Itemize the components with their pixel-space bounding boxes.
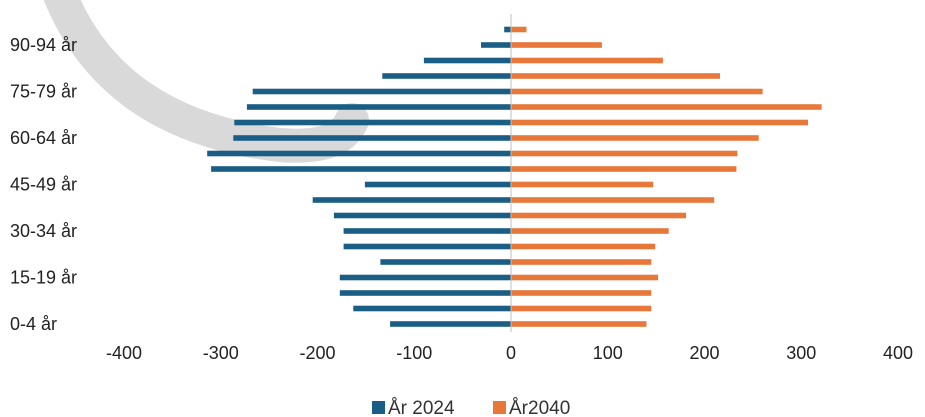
x-tick-label: 200	[689, 343, 719, 363]
legend-swatch	[372, 401, 385, 414]
bar-series1-15-19-r	[339, 274, 511, 281]
bar-series2-20-24-r	[511, 259, 652, 265]
x-tick-label: 100	[593, 343, 623, 363]
y-tick-label: 15-19 år	[10, 268, 77, 288]
y-tick-label: 90-94 år	[10, 35, 77, 55]
bar-series2-70-74-r	[511, 104, 822, 110]
bar-series1-90-94-r	[481, 42, 511, 48]
bar-series2-5-9-r	[511, 305, 652, 312]
bar-series2-30-34-r	[511, 228, 669, 234]
bar-series2-45-49-r	[511, 181, 654, 188]
y-tick-label: 0-4 år	[10, 314, 57, 334]
x-tick-label: -100	[396, 343, 432, 363]
x-tick-label: 300	[786, 343, 816, 363]
bar-series2-95+-r	[511, 26, 527, 33]
bar-series2-55-59-r	[511, 150, 738, 157]
bar-series1-10-14-r	[339, 290, 511, 296]
legend-swatch	[493, 401, 506, 414]
x-tick-label: -300	[203, 343, 239, 363]
y-tick-label: 30-34 år	[10, 221, 77, 241]
bar-series1-40-44-r	[312, 197, 511, 203]
bar-series1-60-64-r	[233, 135, 512, 141]
x-axis-labels: -400 -300 -200 -100 0 100 200 300 400	[106, 343, 913, 363]
bar-series1-95+-r	[504, 26, 511, 33]
bar-series1-0-4-r	[390, 321, 511, 327]
bar-series2-80-84-r	[511, 73, 720, 79]
legend: År 2024 År2040	[372, 398, 570, 417]
y-tick-label: 60-64 år	[10, 128, 77, 148]
legend-label: År2040	[509, 398, 570, 417]
bar-series1-65-69-r	[234, 119, 512, 126]
bar-series2-35-39-r	[511, 212, 687, 219]
y-tick-label: 75-79 år	[10, 82, 77, 102]
bar-series1-80-84-r	[382, 73, 511, 79]
bar-series1-20-24-r	[380, 259, 511, 265]
bar-series1-45-49-r	[364, 181, 511, 188]
legend-label: År 2024	[388, 398, 455, 417]
bar-series2-90-94-r	[511, 42, 602, 48]
bar-series1-50-54-r	[211, 166, 511, 172]
bar-series1-5-9-r	[353, 305, 511, 312]
x-tick-label: 400	[883, 343, 913, 363]
bar-series2-75-79-r	[511, 88, 763, 95]
bar-series1-70-74-r	[246, 104, 511, 110]
bar-series2-25-29-r	[511, 243, 656, 250]
bar-series1-75-79-r	[252, 88, 511, 95]
x-tick-label: -400	[106, 343, 142, 363]
bar-series1-25-29-r	[343, 243, 511, 250]
bar-series1-55-59-r	[207, 150, 511, 157]
bar-series2-50-54-r	[511, 166, 737, 172]
bar-series2-40-44-r	[511, 197, 715, 203]
x-tick-label: 0	[506, 343, 516, 363]
y-tick-label: 45-49 år	[10, 175, 77, 195]
bar-series2-10-14-r	[511, 290, 652, 296]
x-tick-label: -200	[299, 343, 335, 363]
bar-series2-65-69-r	[511, 119, 808, 126]
bar-series1-85-89-r	[423, 57, 511, 64]
bar-series2-0-4-r	[511, 321, 647, 327]
bar-series1-30-34-r	[343, 228, 511, 234]
bar-series2-60-64-r	[511, 135, 759, 141]
bars-group	[207, 26, 822, 327]
bar-series1-35-39-r	[333, 212, 511, 219]
y-axis-labels: 0-4 år 15-19 år 30-34 år 45-49 år 60-64 år 75…	[10, 35, 77, 334]
bar-series2-15-19-r	[511, 274, 659, 281]
bar-series2-85-89-r	[511, 57, 663, 64]
